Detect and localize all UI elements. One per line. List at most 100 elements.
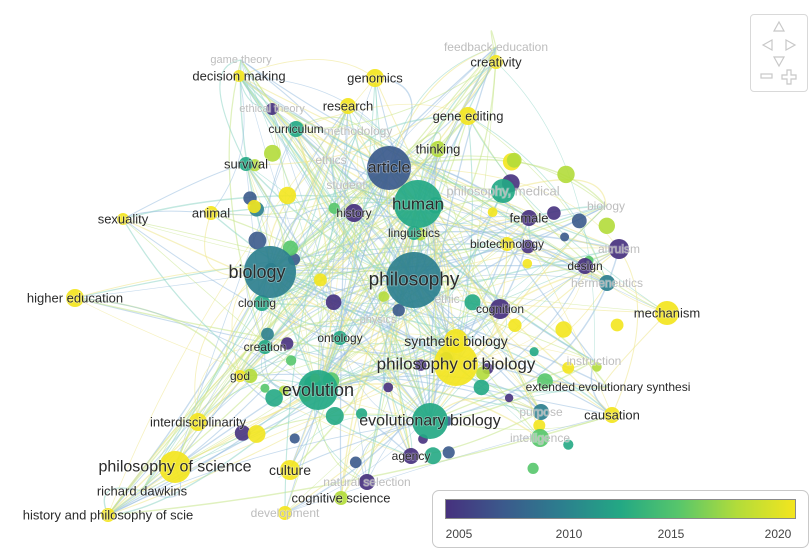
label-ethic[interactable]: ethic <box>434 291 461 307</box>
label-genomics[interactable]: genomics <box>346 70 404 87</box>
node-cognition[interactable] <box>490 299 510 319</box>
label-altruism[interactable]: altruism <box>597 241 641 257</box>
node-ethical-theory[interactable] <box>266 103 278 115</box>
node-agency[interactable] <box>403 448 419 464</box>
network-node[interactable] <box>571 213 587 229</box>
node-creativity[interactable] <box>489 55 503 69</box>
label-hermeneutics[interactable]: hermeneutics <box>570 275 644 291</box>
network-node[interactable] <box>349 456 362 469</box>
network-node[interactable] <box>529 347 539 357</box>
network-node[interactable] <box>527 462 539 474</box>
label-extended-evolutionary[interactable]: extended evolutionary synthesi <box>525 379 691 395</box>
network-node[interactable] <box>442 446 455 459</box>
label-curriculum[interactable]: curriculum <box>268 121 325 137</box>
label-methodology[interactable]: methodology <box>323 123 393 139</box>
label-linguistics[interactable]: linguistics <box>387 225 441 241</box>
label-creation[interactable]: creation <box>243 339 287 355</box>
node-philosophy-medical[interactable] <box>491 179 515 203</box>
node-animal[interactable] <box>204 206 218 220</box>
label-feedback-education[interactable]: feedback education <box>443 39 549 55</box>
label-biology[interactable]: biology <box>228 261 287 283</box>
arrow-right-icon[interactable] <box>785 38 797 52</box>
node-genomics[interactable] <box>366 69 384 87</box>
label-natural-selection[interactable]: natural selection <box>323 474 412 490</box>
node-culture[interactable] <box>280 460 300 480</box>
label-decision-making[interactable]: decision making <box>192 68 287 85</box>
network-node[interactable] <box>260 383 270 393</box>
node-decision-making[interactable] <box>233 70 245 82</box>
network-node[interactable] <box>243 368 258 383</box>
label-cognition[interactable]: cognition <box>475 301 525 317</box>
zoom-in-icon[interactable] <box>781 69 797 85</box>
node-history-philosophy-science[interactable] <box>101 508 115 522</box>
network-node[interactable] <box>261 327 274 341</box>
network-node[interactable] <box>234 425 251 441</box>
label-research[interactable]: research <box>322 98 374 115</box>
network-node[interactable] <box>522 258 533 269</box>
label-ontology[interactable]: ontology <box>317 330 364 346</box>
label-philosophy-medical[interactable]: philosophy, medical <box>446 183 561 200</box>
node-higher-education[interactable] <box>66 289 84 307</box>
network-node[interactable] <box>537 373 553 390</box>
node-natural-selection[interactable] <box>359 474 375 490</box>
network-node[interactable] <box>521 239 535 254</box>
node-intelligence[interactable] <box>531 429 549 447</box>
node-causation[interactable] <box>604 407 620 423</box>
node-development[interactable] <box>278 506 292 520</box>
node-article[interactable] <box>367 146 411 190</box>
label-article[interactable]: article <box>367 159 411 178</box>
label-evolution[interactable]: evolution <box>281 379 355 401</box>
label-philosophy[interactable]: philosophy <box>368 269 461 292</box>
node-thinking[interactable] <box>430 141 446 157</box>
node-altruism[interactable] <box>609 239 629 259</box>
network-node[interactable] <box>533 419 546 432</box>
node-biology[interactable] <box>244 246 296 298</box>
network-node[interactable] <box>383 382 394 393</box>
network-node[interactable] <box>415 359 427 371</box>
network-node[interactable] <box>392 304 405 317</box>
label-thinking[interactable]: thinking <box>415 141 461 158</box>
label-biotechnology[interactable]: biotechnology <box>469 236 545 252</box>
node-god[interactable] <box>234 370 246 382</box>
arrow-left-icon[interactable] <box>761 38 773 52</box>
network-node[interactable] <box>560 232 570 242</box>
label-development[interactable]: development <box>250 505 321 521</box>
label-higher-education[interactable]: higher education <box>26 290 124 307</box>
arrow-up-icon[interactable] <box>772 20 786 32</box>
label-cognitive-science[interactable]: cognitive science <box>291 490 392 507</box>
network-node[interactable] <box>506 152 522 168</box>
network-node[interactable] <box>598 217 615 234</box>
label-human[interactable]: human <box>391 194 444 215</box>
node-linguistics[interactable] <box>407 226 421 240</box>
label-richard-dawkins[interactable]: richard dawkins <box>96 483 188 500</box>
navigation-control[interactable] <box>750 14 808 92</box>
label-gene-editing[interactable]: gene editing <box>432 108 504 125</box>
node-evolution[interactable] <box>298 370 338 410</box>
network-node[interactable] <box>592 362 602 372</box>
label-creativity[interactable]: creativity <box>470 54 523 71</box>
label-history-philosophy-science[interactable]: history and philosophy of scie <box>22 507 194 524</box>
network-node[interactable] <box>557 165 575 184</box>
network-node[interactable] <box>328 202 340 214</box>
network-node[interactable] <box>282 240 298 256</box>
node-cognitive-science[interactable] <box>334 491 348 505</box>
node-creation[interactable] <box>258 340 272 354</box>
network-node[interactable] <box>610 318 624 332</box>
network-node[interactable] <box>278 186 297 205</box>
label-survival[interactable]: survival <box>223 156 269 173</box>
label-game-theory[interactable]: game theory <box>210 53 273 67</box>
label-mechanism[interactable]: mechanism <box>633 305 701 322</box>
label-culture[interactable]: culture <box>268 461 312 479</box>
label-student[interactable]: student <box>326 177 368 193</box>
network-node[interactable] <box>563 439 574 450</box>
network-node[interactable] <box>476 366 490 381</box>
network-node[interactable] <box>313 273 327 287</box>
node-female[interactable] <box>521 210 537 226</box>
network-node[interactable] <box>247 199 261 214</box>
network-node[interactable] <box>325 407 344 425</box>
label-ethics[interactable]: ethics <box>315 152 348 168</box>
label-agency[interactable]: agency <box>391 448 431 464</box>
node-mechanism[interactable] <box>655 301 679 325</box>
node-curriculum[interactable] <box>288 121 304 137</box>
node-human[interactable] <box>394 180 442 228</box>
